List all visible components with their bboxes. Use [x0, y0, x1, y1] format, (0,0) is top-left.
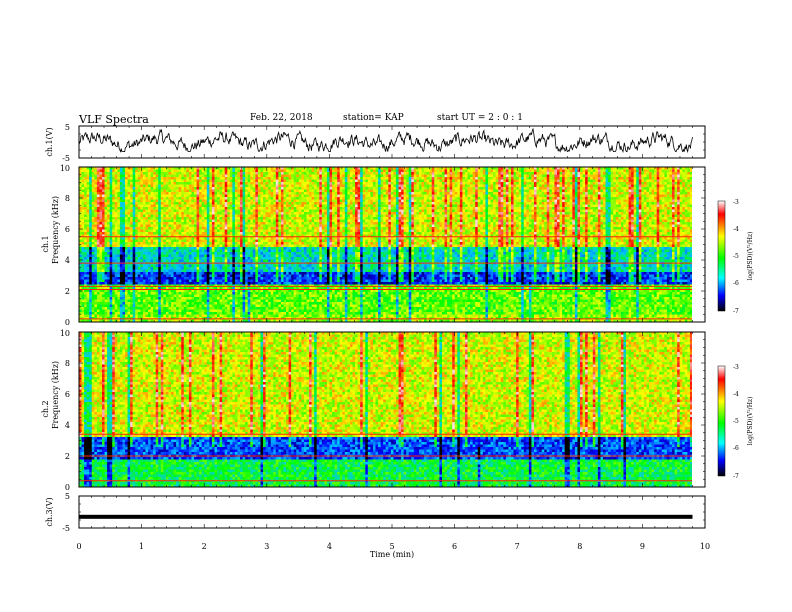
- ch1-waveform-panel: 5 -5 ch.1(V): [45, 123, 706, 163]
- ch1-ytick-6: 6: [65, 225, 70, 234]
- ch1-cb-tick-5: -5: [733, 253, 739, 260]
- ch1-spectrogram-panel: 0 2 4 6 8 10 ch.1 Frequency (kHz): [41, 164, 706, 327]
- figure-date: Feb. 22, 2018: [250, 113, 313, 123]
- ch1-cb-tick-6: -6: [733, 280, 739, 287]
- ch1-ytick-bottom: -5: [62, 154, 70, 163]
- x-axis-label: Time (min): [370, 550, 414, 559]
- ch3-ylabel: ch.3(V): [45, 497, 54, 526]
- ch2-cb-tick-6: -6: [733, 445, 739, 452]
- ch2-cb-tick-3: -3: [733, 364, 739, 371]
- ch2-ytick-2: 2: [65, 452, 70, 461]
- ch1-spectrogram-heatmap: [79, 167, 693, 323]
- ch2-ytick-8: 8: [65, 359, 70, 368]
- ch2-spectrogram-heatmap: [79, 332, 693, 488]
- x-tick-label: 6: [452, 542, 457, 551]
- ch1-freq-label: Frequency (kHz): [51, 196, 60, 264]
- x-tick-label: 7: [515, 542, 520, 551]
- ch1-channel-label: ch.1: [41, 235, 50, 252]
- ch1-colorbar: -3 -4 -5 -6 -7 log(PSD)(V²/Hz): [717, 199, 754, 315]
- ch2-ytick-4: 4: [65, 421, 70, 430]
- ch1-ytick-8: 8: [65, 194, 70, 203]
- x-tick-label: 4: [327, 542, 332, 551]
- figure-station: station= KAP: [343, 113, 404, 123]
- ch1-ticks: [78, 125, 706, 159]
- ch2-channel-label: ch.2: [41, 400, 50, 417]
- ch3-waveform-frame: [78, 495, 706, 529]
- x-tick-labels: 0 1 2 3 4 5 6 7 8 9 10: [76, 542, 710, 551]
- ch2-cb-tick-7: -7: [733, 473, 739, 480]
- ch1-colorbar-gradient: [717, 200, 726, 312]
- x-tick-label: 3: [264, 542, 269, 551]
- ch1-ytick-2: 2: [65, 287, 70, 296]
- ch1-waveform-trace: [78, 127, 693, 154]
- x-tick-label: 2: [202, 542, 207, 551]
- ch3-waveform-trace: [79, 514, 693, 519]
- ch1-ytick-10: 10: [60, 164, 70, 173]
- ch1-spectrogram-ticks: [78, 166, 706, 323]
- x-tick-label: 8: [577, 542, 582, 551]
- ch2-colorbar-label: log(PSD)(V²/Hz): [747, 397, 754, 446]
- figure-start-time: start UT = 2 : 0 : 1: [437, 113, 523, 123]
- ch2-spectrogram-panel: 0 2 4 6 8 10 ch.2 Frequency (kHz): [41, 329, 706, 492]
- ch1-ytick-top: 5: [65, 123, 70, 132]
- ch1-colorbar-label: log(PSD)(V²/Hz): [747, 232, 754, 281]
- figure-title: VLF Spectra: [79, 113, 149, 126]
- ch3-ytick-top: 5: [65, 492, 70, 501]
- x-tick-label: 1: [139, 542, 144, 551]
- ch1-cb-tick-4: -4: [733, 226, 739, 233]
- ch2-freq-label: Frequency (kHz): [51, 361, 60, 429]
- ch2-ytick-6: 6: [65, 390, 70, 399]
- ch2-ytick-0: 0: [65, 483, 70, 492]
- x-tick-label: 0: [76, 542, 81, 551]
- ch2-cb-tick-5: -5: [733, 418, 739, 425]
- x-tick-label: 5: [389, 542, 394, 551]
- ch3-ticks: [78, 495, 706, 529]
- ch3-waveform-panel: 5 -5 ch.3(V) 0 1 2 3 4 5 6 7 8 9 10 Time (min): [45, 492, 710, 559]
- ch2-cb-tick-4: -4: [733, 391, 739, 398]
- x-tick-label: 9: [640, 542, 645, 551]
- ch1-ylabel: ch.1(V): [45, 127, 54, 156]
- ch2-colorbar: -3 -4 -5 -6 -7 log(PSD)(V²/Hz): [717, 364, 754, 480]
- ch1-cb-tick-3: -3: [733, 199, 739, 206]
- ch2-colorbar-gradient: [717, 365, 726, 477]
- ch1-cb-tick-7: -7: [733, 308, 739, 315]
- ch3-ytick-bottom: -5: [62, 524, 70, 533]
- x-tick-label: 10: [700, 542, 710, 551]
- ch2-spectrogram-ticks: [78, 331, 706, 488]
- ch1-ytick-4: 4: [65, 256, 70, 265]
- ch1-ytick-0: 0: [65, 318, 70, 327]
- ch2-ytick-10: 10: [60, 329, 70, 338]
